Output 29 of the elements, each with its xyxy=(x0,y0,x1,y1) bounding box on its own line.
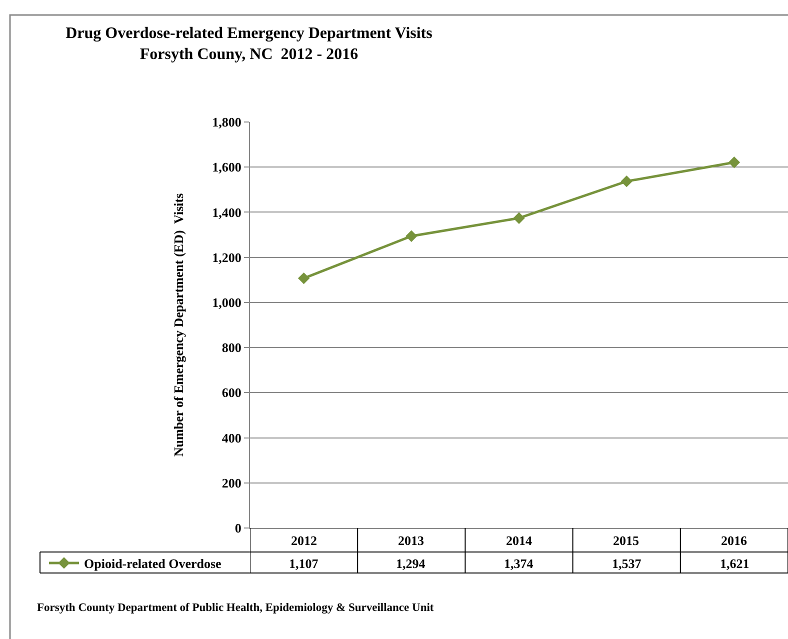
x-tick-label: 2014 xyxy=(506,533,532,548)
point xyxy=(406,230,418,242)
y-tick-label: 0 xyxy=(234,520,242,536)
data-label: 1,107 xyxy=(289,556,319,571)
y-tick-label: 600 xyxy=(222,385,242,400)
y-tick-label: 400 xyxy=(222,430,242,446)
x-tick-label: 2016 xyxy=(721,533,748,548)
y-tick-label: 200 xyxy=(222,475,242,490)
y-tick-label: 1,000 xyxy=(212,294,242,310)
data-label: 1,294 xyxy=(396,556,426,571)
y-tick-label: 1,200 xyxy=(212,250,242,265)
x-tick-label: 2015 xyxy=(613,533,640,548)
x-tick-label: 2012 xyxy=(291,533,317,548)
y-axis-title: Number of Emergency Department (ED) Visits xyxy=(171,193,186,457)
y-tick-label: 800 xyxy=(222,340,242,356)
data-label: 1,621 xyxy=(720,556,750,571)
point xyxy=(513,212,525,224)
point xyxy=(620,175,632,188)
x-tick-label: 2013 xyxy=(398,533,424,548)
point xyxy=(298,272,310,284)
y-tick-label: 1,800 xyxy=(212,114,242,130)
text: Forsyth County Department of Public Health, Epidemiology & Surveillance Unit xyxy=(37,602,434,614)
point xyxy=(728,156,740,168)
chart-title: Drug Overdose-related Emergency Department Visits Forsyth Couny, NC 2012 - 2016 xyxy=(66,25,432,63)
data-label: 1,537 xyxy=(612,556,642,571)
y-tick-label: 1,400 xyxy=(212,204,242,220)
legend-label: Opioid-related Overdose xyxy=(84,556,222,572)
data-label: 1,374 xyxy=(504,556,534,571)
y-tick-label: 1,600 xyxy=(212,160,242,175)
